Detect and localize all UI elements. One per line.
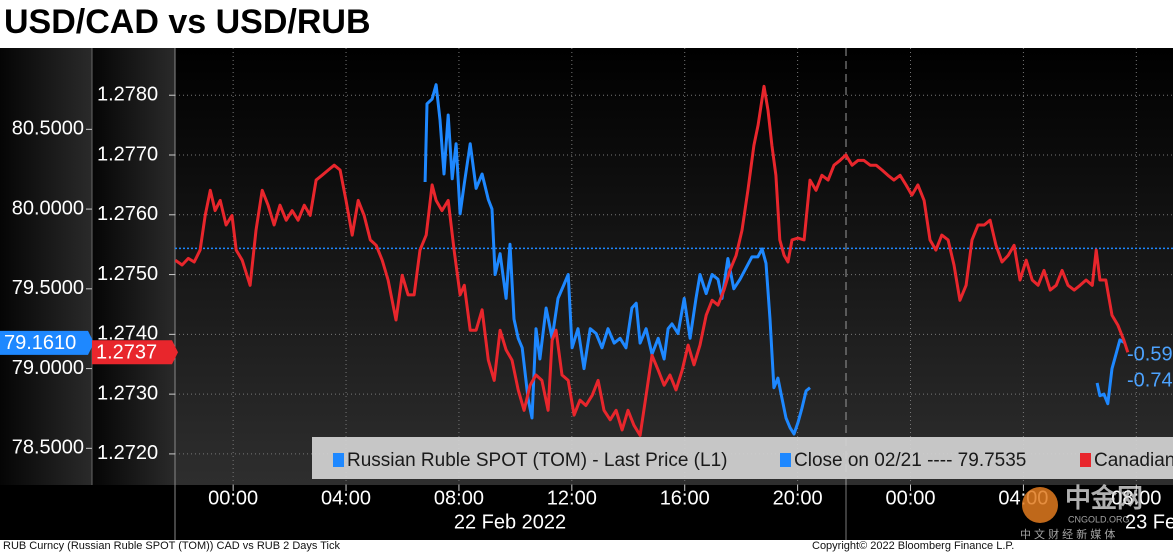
footer-copyright: Copyright© 2022 Bloomberg Finance L.P. (812, 540, 1014, 552)
y-tick-label: 78.5000 (12, 437, 84, 459)
watermark-logo (1022, 487, 1058, 523)
change-annotation: -0.59 (1127, 343, 1173, 365)
last-value-box (0, 330, 94, 355)
y-tick-label: 80.0000 (12, 197, 84, 219)
x-tick-label: 00:00 (208, 487, 258, 509)
legend-label: Close on 02/21 ---- 79.7535 (794, 450, 1026, 471)
y2-tick-label: 1.2760 (97, 203, 158, 225)
change-annotation: -0.74 (1127, 369, 1173, 391)
chart-title: USD/CAD vs USD/RUB (4, 3, 371, 41)
x-tick-label: 20:00 (773, 487, 823, 509)
y2-tick-label: 1.2770 (97, 143, 158, 165)
y2-axis-strip (92, 48, 175, 485)
y-axis-strip (0, 48, 92, 485)
y2-tick-label: 1.2730 (97, 382, 158, 404)
legend-box (312, 437, 1173, 479)
x-tick-label: 08:00 (1111, 487, 1161, 509)
x-tick-label: 00:00 (885, 487, 935, 509)
footer-source: RUB Curncy (Russian Ruble SPOT (TOM)) CA… (3, 540, 340, 552)
foreground: 78.5000 79.0000 79.5000 80.0000 80.5000 1.272… (0, 84, 1173, 533)
y-tick-label: 79.5000 (12, 277, 84, 299)
series-line (423, 83, 1126, 436)
legend-swatch (780, 453, 791, 467)
legend-swatch (333, 453, 344, 467)
watermark: 中 文 财 经 新 媒 体 (1020, 527, 1115, 541)
x-date-label: 23 Feb (1125, 511, 1173, 533)
y-tick-label: 80.5000 (12, 118, 84, 140)
y2-tick-label: 1.2750 (97, 263, 158, 285)
series-line (175, 84, 1130, 437)
y2-tick-label: 1.2720 (97, 442, 158, 464)
x-date-label: 22 Feb 2022 (454, 511, 566, 533)
plot-area (175, 48, 1173, 485)
last-value-label: 79.1610 (4, 332, 76, 354)
y2-tick-label: 1.2780 (97, 84, 158, 106)
grid (175, 48, 1173, 485)
last-value-box (92, 340, 178, 365)
watermark: CNGOLD.ORG (1068, 514, 1130, 524)
x-tick-label: 04:00 (321, 487, 371, 509)
y-tick-label: 79.0000 (12, 357, 84, 379)
last-value-label: 1.2737 (96, 342, 157, 364)
footer-band (0, 540, 1173, 553)
lines (175, 83, 1173, 437)
y2-tick-label: 1.2740 (97, 323, 158, 345)
title-band (0, 0, 1173, 48)
x-tick-label: 12:00 (547, 487, 597, 509)
x-tick-label: 16:00 (660, 487, 710, 509)
legend-swatch (1080, 453, 1091, 467)
legend-label: Canadian (1094, 450, 1173, 471)
legend-label: Russian Ruble SPOT (TOM) - Last Price (L… (347, 450, 727, 471)
x-tick-label: 08:00 (434, 487, 484, 509)
watermark: 中金网 (1065, 483, 1143, 513)
